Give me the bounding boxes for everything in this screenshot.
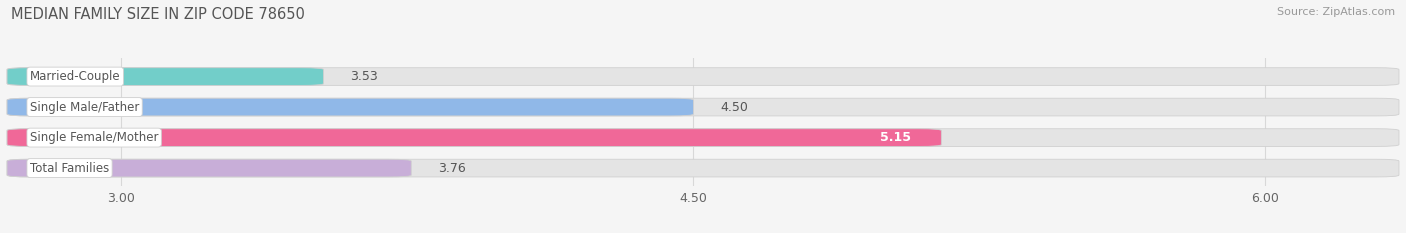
Text: Total Families: Total Families [30,162,110,175]
FancyBboxPatch shape [7,98,1399,116]
Text: 5.15: 5.15 [880,131,911,144]
Text: Source: ZipAtlas.com: Source: ZipAtlas.com [1277,7,1395,17]
FancyBboxPatch shape [7,159,412,177]
FancyBboxPatch shape [7,129,942,146]
Text: Single Male/Father: Single Male/Father [30,101,139,113]
Text: 4.50: 4.50 [720,101,748,113]
FancyBboxPatch shape [7,68,323,86]
Text: Married-Couple: Married-Couple [30,70,121,83]
Text: 3.53: 3.53 [350,70,378,83]
Text: MEDIAN FAMILY SIZE IN ZIP CODE 78650: MEDIAN FAMILY SIZE IN ZIP CODE 78650 [11,7,305,22]
FancyBboxPatch shape [7,159,1399,177]
FancyBboxPatch shape [7,68,1399,86]
Text: Single Female/Mother: Single Female/Mother [30,131,159,144]
FancyBboxPatch shape [7,129,1399,146]
FancyBboxPatch shape [7,98,693,116]
Text: 3.76: 3.76 [437,162,465,175]
